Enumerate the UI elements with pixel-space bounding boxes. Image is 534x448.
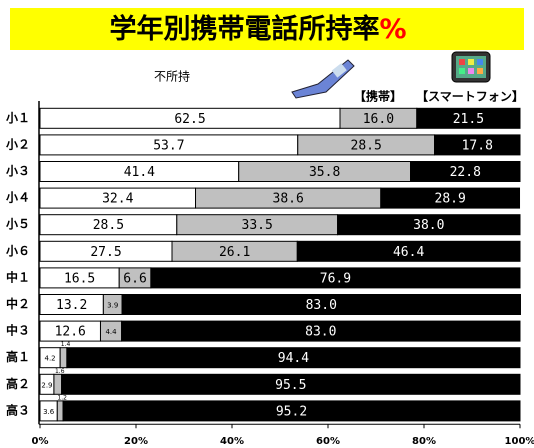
value-label: 1.4 [61, 341, 71, 348]
bar-segment [53, 373, 63, 395]
value-label: 28.5 [351, 138, 382, 153]
value-label: 53.7 [153, 138, 184, 153]
value-label: 1.2 [57, 394, 67, 401]
value-label: 13.2 [56, 298, 87, 313]
smartphone-icon [451, 51, 491, 83]
value-label: 3.6 [43, 408, 55, 416]
bar-segment [59, 347, 68, 369]
bar-segment [296, 240, 521, 262]
value-label: 76.9 [320, 271, 351, 286]
bar-segment [66, 347, 521, 369]
bar-segment [121, 320, 521, 342]
bar-segment [150, 267, 521, 289]
bar-segment [62, 400, 521, 422]
value-label: 2.9 [41, 381, 52, 389]
legend-label: 不所持 [154, 69, 190, 84]
value-label: 3.9 [107, 302, 118, 310]
chart-title-group: 学年別携帯電話所持率% [109, 13, 406, 45]
y-tick-label: 高２ [6, 376, 30, 391]
value-label: 83.0 [306, 298, 337, 313]
value-label: 38.0 [413, 218, 444, 233]
value-label: 83.0 [305, 325, 336, 340]
value-label: 94.4 [278, 351, 309, 366]
value-label: 33.5 [242, 218, 273, 233]
legend-label: 【携帯】 [354, 89, 402, 104]
x-tick-label: 60% [316, 436, 340, 447]
bar-segment [434, 134, 521, 156]
chart-title-suffix: % [379, 14, 406, 45]
phone-icon [291, 59, 355, 99]
y-tick-label: 小１ [6, 110, 30, 125]
y-tick-label: 中３ [6, 323, 30, 338]
bar-segment [416, 107, 521, 129]
x-tick-label: 0% [32, 436, 49, 447]
value-label: 41.4 [124, 165, 155, 180]
y-tick-label: 中１ [6, 269, 30, 284]
value-label: 12.6 [55, 325, 86, 340]
x-tick-label: 40% [220, 436, 244, 447]
chart-title: 学年別携帯電話所持率 [109, 13, 379, 45]
value-label: 1.6 [55, 368, 65, 375]
legend-label: 【スマートフォン】 [416, 89, 524, 104]
value-label: 28.5 [93, 218, 124, 233]
y-tick-label: 中２ [6, 296, 30, 311]
value-label: 4.2 [45, 355, 56, 363]
value-label: 21.5 [453, 112, 484, 127]
value-label: 4.4 [105, 328, 117, 336]
bar-segment [410, 161, 521, 182]
y-tick-label: 小６ [6, 243, 30, 258]
value-label: 95.5 [275, 378, 306, 393]
value-label: 28.9 [435, 192, 466, 207]
bar-segment [56, 400, 64, 422]
y-tick-label: 小４ [6, 190, 30, 205]
value-label: 32.4 [102, 192, 133, 207]
y-tick-label: 高３ [6, 402, 30, 417]
x-tick-label: 20% [124, 436, 148, 447]
bar-segment [121, 294, 521, 315]
x-tick-label: 100% [505, 436, 534, 447]
value-label: 26.1 [219, 245, 250, 260]
value-label: 38.6 [273, 192, 304, 207]
value-label: 27.5 [90, 245, 121, 260]
value-label: 6.6 [123, 271, 146, 286]
value-label: 16.5 [64, 271, 95, 286]
y-tick-label: 小３ [6, 163, 30, 178]
y-tick-label: 小２ [6, 136, 30, 151]
value-label: 22.8 [450, 165, 481, 180]
value-label: 62.5 [174, 112, 205, 127]
bar-segment [337, 214, 521, 236]
value-label: 16.0 [363, 112, 394, 127]
y-tick-label: 小５ [6, 216, 30, 231]
value-label: 35.8 [309, 165, 340, 180]
value-label: 17.8 [462, 138, 493, 153]
bar-segment [61, 373, 521, 395]
value-label: 46.4 [393, 245, 424, 260]
value-label: 95.2 [276, 404, 307, 419]
x-tick-label: 80% [412, 436, 436, 447]
bar-segment [380, 187, 521, 209]
y-tick-label: 高１ [6, 349, 30, 364]
title-band [10, 8, 524, 50]
